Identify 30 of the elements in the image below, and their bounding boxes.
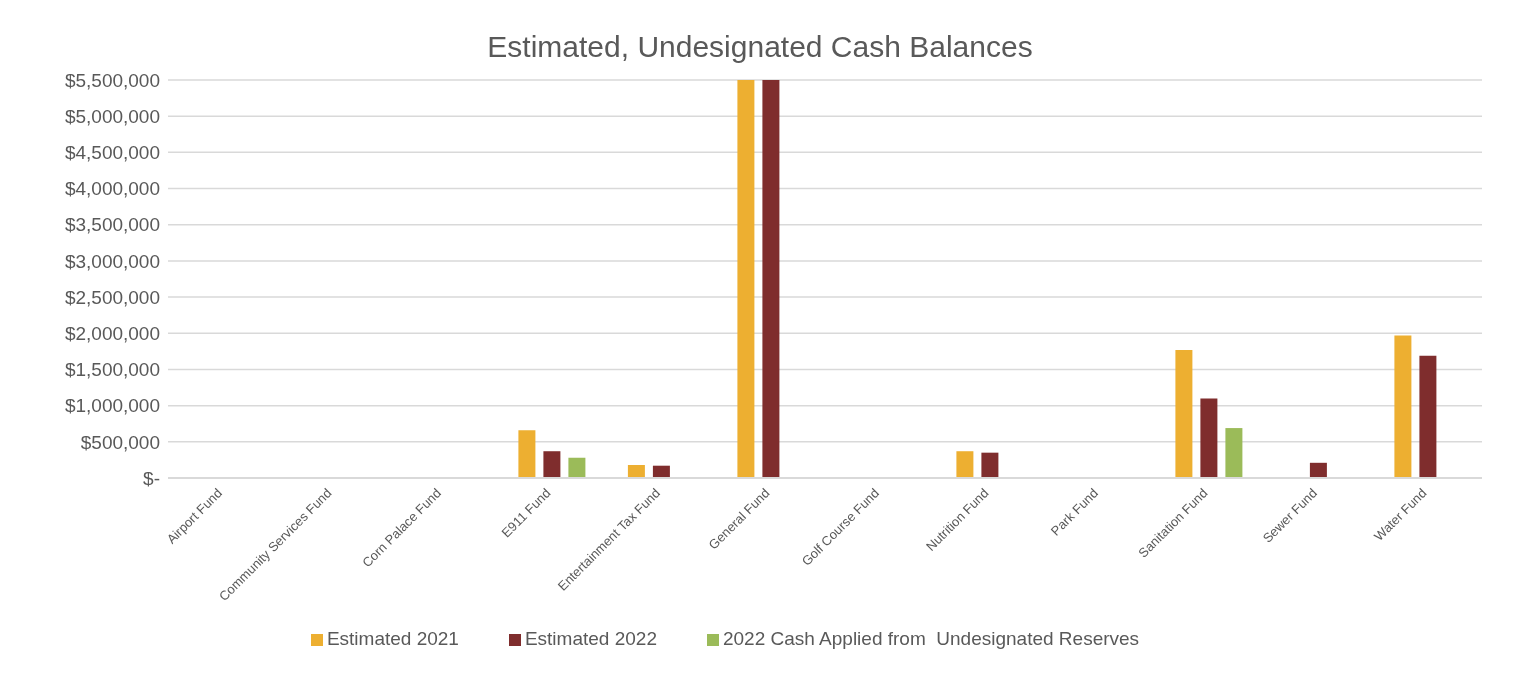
bar [1225, 428, 1243, 478]
bar [956, 451, 974, 478]
legend-label: Estimated 2021 [326, 628, 459, 649]
legend-label: 2022 Cash Applied from Undesignated Reserves [722, 628, 1140, 649]
bar [1419, 355, 1437, 478]
bar [627, 464, 645, 478]
bar [1394, 335, 1412, 478]
y-tick-label: $500,000 [80, 431, 160, 453]
y-tick-label: $1,000,000 [64, 395, 160, 417]
bar [1200, 398, 1218, 478]
bar [981, 452, 999, 478]
bar [1309, 462, 1327, 478]
y-tick-label: $2,500,000 [64, 286, 160, 308]
bar [568, 457, 586, 478]
bar [1175, 349, 1193, 478]
y-tick-label: $5,000,000 [64, 105, 160, 127]
y-tick-label: $2,000,000 [64, 323, 160, 345]
y-tick-label: $4,500,000 [64, 142, 160, 164]
y-tick-label: $5,500,000 [64, 69, 160, 91]
bar [737, 80, 755, 478]
bar [762, 80, 780, 478]
bar [518, 430, 536, 478]
chart-title: Estimated, Undesignated Cash Balances [486, 29, 1034, 65]
y-tick-label: $3,500,000 [64, 214, 160, 236]
bar [543, 451, 561, 478]
y-tick-label: $- [143, 467, 160, 489]
y-tick-label: $4,000,000 [64, 178, 160, 200]
y-tick-label: $3,000,000 [64, 250, 160, 272]
y-tick-label: $1,500,000 [64, 359, 160, 381]
legend-label: Estimated 2022 [524, 628, 657, 649]
